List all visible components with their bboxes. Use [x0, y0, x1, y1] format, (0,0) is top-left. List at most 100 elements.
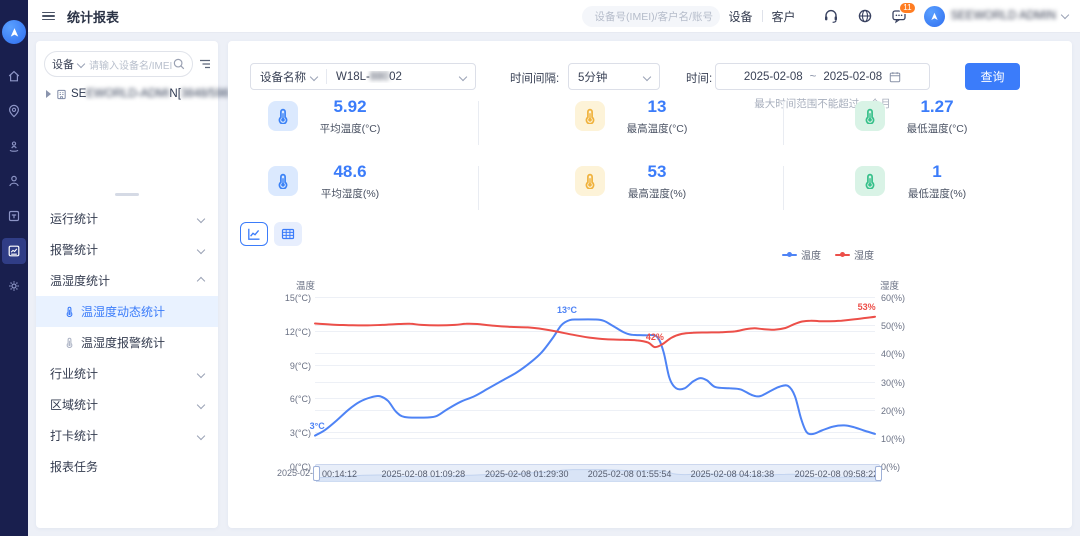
slider-time-label: 2025-02-08 04:18:38 [690, 469, 775, 479]
menu-item-温湿度统计[interactable]: 温湿度统计 [36, 265, 218, 296]
brand-logo[interactable] [2, 20, 26, 44]
right-axis-tick: 60(%) [881, 293, 906, 303]
global-search-input[interactable]: 设备号(IMEI)/客户名/账号 [581, 5, 720, 27]
search-icon[interactable] [173, 58, 185, 70]
stat-label: 最低温度(°C) [906, 123, 968, 135]
street-view-icon[interactable] [0, 133, 28, 159]
date-separator: ~ [809, 70, 817, 83]
stat-value: 5.92 [333, 97, 367, 116]
chevron-up-icon [196, 276, 206, 285]
device-name-combo: 设备名称 W18L-88002 [250, 63, 476, 90]
stat-value: 1 [932, 162, 942, 181]
divider [326, 69, 327, 84]
divider [478, 166, 479, 210]
user-menu-caret-icon[interactable] [1060, 10, 1070, 19]
divider [478, 101, 479, 145]
stat-text: 1 最低湿度(%) [894, 162, 980, 201]
chevron-down-icon [642, 72, 652, 81]
gridline [315, 364, 875, 366]
username[interactable]: SEEWORLD ADMIN [950, 10, 1056, 22]
legend-marker [835, 252, 850, 257]
stat-value: 13 [647, 97, 667, 116]
user-icon[interactable] [0, 168, 28, 194]
menu-item-打卡统计[interactable]: 打卡统计 [36, 420, 218, 451]
menu-item-温湿度报警统计[interactable]: 温湿度报警统计 [36, 327, 218, 358]
datazoom-handle-right[interactable] [875, 466, 882, 481]
gridline [315, 297, 875, 298]
chevron-down-icon [309, 72, 319, 81]
search-scope-customer[interactable]: 客户 [771, 9, 796, 24]
device-icon[interactable] [0, 203, 28, 229]
date-range-picker[interactable]: 2025-02-08 ~ 2025-02-08 [715, 63, 930, 90]
chevron-down-icon [458, 72, 468, 81]
language-globe-icon[interactable] [857, 8, 873, 24]
stat-label: 平均温度(°C) [319, 123, 381, 135]
search-scope-device[interactable]: 设备 [728, 9, 753, 24]
menu-item-行业统计[interactable]: 行业统计 [36, 358, 218, 389]
menu-item-运行统计[interactable]: 运行统计 [36, 203, 218, 234]
hamburger-menu-icon[interactable] [42, 11, 55, 21]
calendar-icon [889, 71, 901, 82]
messages-icon[interactable]: 11 [891, 2, 916, 24]
tree-expand-caret-icon[interactable] [46, 90, 51, 98]
chart-plot [314, 315, 876, 437]
device-value-select[interactable]: W18L-88002 [327, 71, 475, 83]
stat-label: 平均湿度(%) [320, 188, 380, 200]
slider-time-label: 00:14:12 [322, 469, 358, 479]
legend-item-湿度[interactable]: 湿度 [835, 247, 874, 262]
left-axis-tick: 12(°C) [284, 326, 311, 337]
left-axis-tick: 3(°C) [289, 428, 311, 439]
menu-item-label: 打卡统计 [50, 429, 99, 443]
stat-value: 53 [647, 162, 667, 181]
device-tree-root[interactable]: SEEWORLD-ADMIN[3848/5988] [46, 88, 238, 100]
main-panel: 设备名称 W18L-88002 时间间隔: 5分钟 时间: 2025-02-08… [228, 41, 1072, 528]
menu-item-报表任务[interactable]: 报表任务 [36, 451, 218, 482]
legend-item-温度[interactable]: 温度 [782, 247, 821, 262]
tree-collapse-icon[interactable] [198, 57, 212, 71]
device-name-select[interactable]: 设备名称 [251, 64, 326, 89]
search-type-select[interactable]: 设备 [52, 56, 86, 72]
query-button[interactable]: 查询 [965, 63, 1020, 90]
divider [783, 166, 784, 210]
chevron-down-icon [196, 400, 206, 409]
table-view-toggle[interactable] [274, 222, 302, 246]
right-axis-tick: 10(%) [881, 433, 906, 444]
left-axis-tick: 6(°C) [289, 394, 311, 405]
menu-item-区域统计[interactable]: 区域统计 [36, 389, 218, 420]
menu-item-温湿度动态统计[interactable]: 温湿度动态统计 [36, 296, 218, 327]
menu-item-label: 温湿度动态统计 [81, 305, 166, 319]
chevron-down-icon [196, 431, 206, 440]
interval-select[interactable]: 5分钟 [568, 63, 660, 90]
thermometer-icon [64, 337, 75, 348]
interval-label: 时间间隔: [510, 73, 560, 85]
menu-item-报警统计[interactable]: 报警统计 [36, 234, 218, 265]
menu-item-label: 温湿度报警统计 [81, 336, 166, 350]
slider-time-label: 2025-02-08 01:29:30 [484, 469, 569, 479]
menu-item-label: 报表任务 [50, 460, 99, 474]
stat-label: 最低湿度(%) [907, 188, 967, 200]
datazoom-slider[interactable]: 00:14:12 2025-02-08 01:09:28 2025-02-08 01… [313, 464, 882, 482]
stat-text: 1.27 最低温度(°C) [894, 97, 980, 136]
chevron-down-icon [196, 245, 206, 254]
location-icon[interactable] [0, 98, 28, 124]
datazoom-handle-left[interactable] [313, 466, 320, 481]
user-avatar[interactable] [923, 5, 945, 27]
tree-resize-handle[interactable] [115, 193, 139, 196]
table-icon [281, 228, 295, 240]
slider-time-label: 2025-02-08 09:58:22 [794, 469, 879, 479]
temperature-line [314, 318, 876, 437]
statistics-icon[interactable] [2, 238, 26, 264]
home-icon[interactable] [0, 63, 28, 89]
stat-text: 13 最高温度(°C) [614, 97, 700, 136]
point-label: 13°C [556, 304, 578, 315]
headset-support-icon[interactable] [823, 8, 839, 24]
point-label: 3°C [309, 420, 325, 431]
settings-icon[interactable] [0, 273, 28, 299]
chart-view-toggle[interactable] [240, 222, 268, 246]
stat-text: 5.92 平均温度(°C) [307, 97, 393, 136]
left-rail [0, 0, 28, 536]
device-search-box[interactable]: 设备 请输入设备名/IMEI [44, 51, 193, 77]
thermometer-icon [575, 101, 605, 131]
left-axis-title: 温度 [296, 281, 316, 292]
